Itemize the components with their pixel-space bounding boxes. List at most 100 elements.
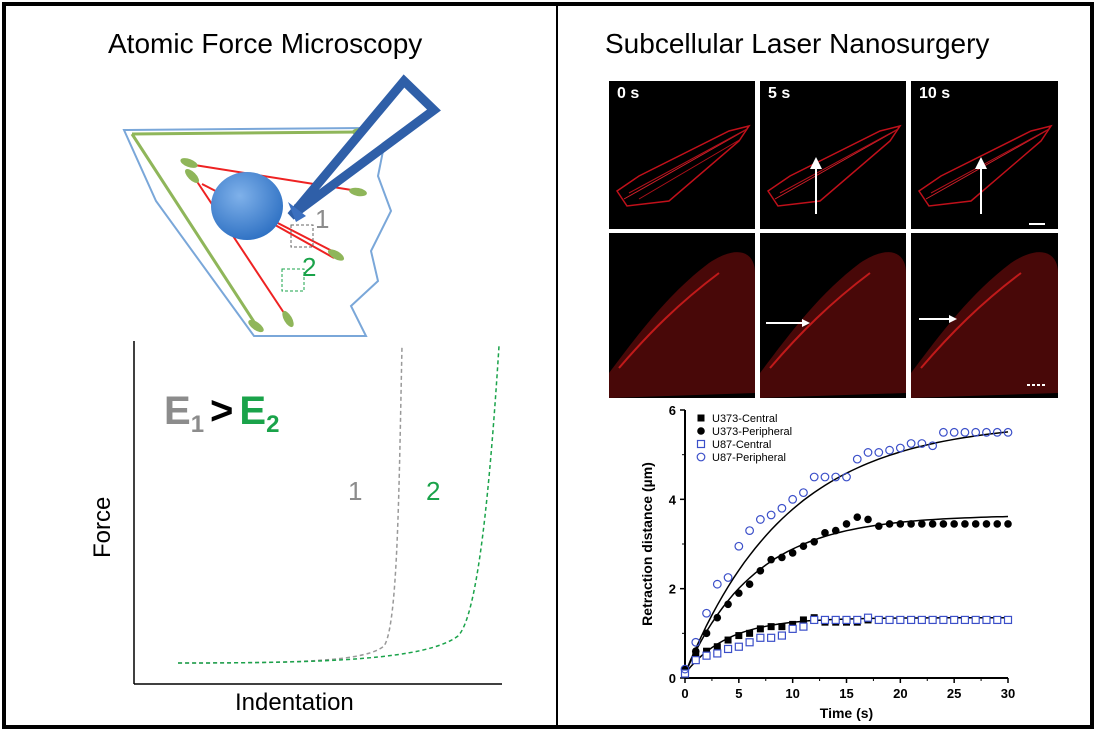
data-point (702, 651, 711, 660)
data-point (842, 615, 851, 625)
data-point (778, 623, 786, 631)
data-point (810, 537, 818, 546)
data-point (696, 452, 706, 462)
data-point (960, 427, 970, 437)
data-point (863, 448, 873, 457)
data-point (949, 427, 959, 437)
data-point (777, 631, 786, 640)
data-point (918, 520, 926, 528)
data-point (767, 555, 775, 564)
data-point (896, 615, 905, 625)
data-point (735, 589, 743, 597)
data-point (950, 615, 959, 625)
afm-diagram: 1 2 Force Indentation 1 2 E1 > E2 (89, 74, 502, 716)
time-label-0s: 0 s (617, 85, 640, 102)
data-point (820, 615, 830, 625)
fit-curve (684, 616, 1008, 674)
data-point (831, 526, 840, 535)
data-point (896, 520, 905, 528)
data-point (907, 615, 916, 625)
data-point (939, 520, 948, 528)
data-point (697, 414, 705, 422)
data-point (820, 472, 830, 482)
data-point (971, 427, 981, 437)
data-point (885, 445, 894, 455)
data-point (1004, 520, 1012, 528)
data-point (767, 623, 775, 631)
green-fiber (130, 133, 260, 329)
data-point (809, 472, 819, 482)
data-point (799, 616, 807, 624)
data-point (734, 642, 743, 651)
data-point (766, 510, 776, 520)
time-label-5s: 5 s (768, 85, 791, 102)
retraction-chart: 0 5 10 15 20 25 30 0 2 4 6 Time (s) Retraction dista… (639, 403, 1015, 721)
data-point (993, 520, 1002, 528)
micro-top-0s: 0 s (609, 81, 755, 229)
curve-label-1: 1 (348, 476, 362, 506)
data-point (928, 441, 938, 451)
data-point (745, 638, 754, 647)
data-point (680, 669, 690, 678)
data-point (713, 643, 721, 651)
right-panel-title: Subcellular Laser Nanosurgery (605, 28, 990, 59)
data-point (961, 520, 969, 528)
data-point (939, 615, 948, 625)
legend-label: U373-Peripheral (712, 426, 792, 438)
data-point (723, 644, 733, 654)
curve-label-2: 2 (426, 476, 440, 506)
data-point (723, 573, 733, 582)
data-point (789, 620, 797, 628)
data-point (875, 522, 883, 530)
data-point (702, 608, 711, 618)
x-tick-label: 25 (947, 686, 961, 701)
chart-x-label: Time (s) (820, 705, 873, 721)
y-axis-label: Force (89, 497, 116, 558)
curve-2 (177, 345, 500, 664)
legend-label: U87-Peripheral (712, 452, 786, 464)
data-point (917, 439, 927, 448)
data-point (680, 664, 690, 674)
data-point (724, 600, 732, 609)
region-box-2 (281, 268, 305, 292)
data-point (735, 632, 743, 640)
data-point (885, 520, 894, 528)
data-point (703, 647, 711, 655)
x-tick-label: 20 (893, 686, 907, 701)
data-point (696, 439, 706, 449)
red-fiber (267, 220, 335, 259)
data-point (755, 515, 765, 524)
data-point (982, 520, 991, 528)
y-tick-label: 2 (669, 582, 676, 597)
data-point (982, 427, 991, 437)
data-point (907, 520, 915, 528)
data-point (697, 427, 705, 435)
data-point (864, 515, 872, 524)
legend-label: U373-Central (712, 413, 777, 425)
data-point (724, 636, 732, 644)
data-point (799, 542, 808, 551)
data-point (842, 472, 851, 482)
data-point (745, 580, 754, 588)
data-point (906, 439, 916, 448)
afm-cantilever (287, 74, 441, 222)
data-point (982, 615, 991, 625)
data-point (874, 448, 884, 457)
region-label-2: 2 (302, 252, 316, 282)
data-point (756, 625, 764, 633)
data-point (874, 615, 883, 625)
data-point (746, 629, 754, 637)
data-point (702, 629, 711, 638)
micro-bottom-5s (760, 233, 906, 398)
data-point (691, 656, 700, 665)
micro-bottom-0s (609, 233, 755, 398)
data-point (788, 624, 797, 633)
green-fiber (131, 130, 360, 136)
data-point (712, 579, 722, 589)
data-point (852, 454, 862, 464)
micro-bottom-10s (911, 233, 1058, 398)
micro-top-10s: 10 s (911, 81, 1058, 229)
data-point (993, 615, 1002, 625)
